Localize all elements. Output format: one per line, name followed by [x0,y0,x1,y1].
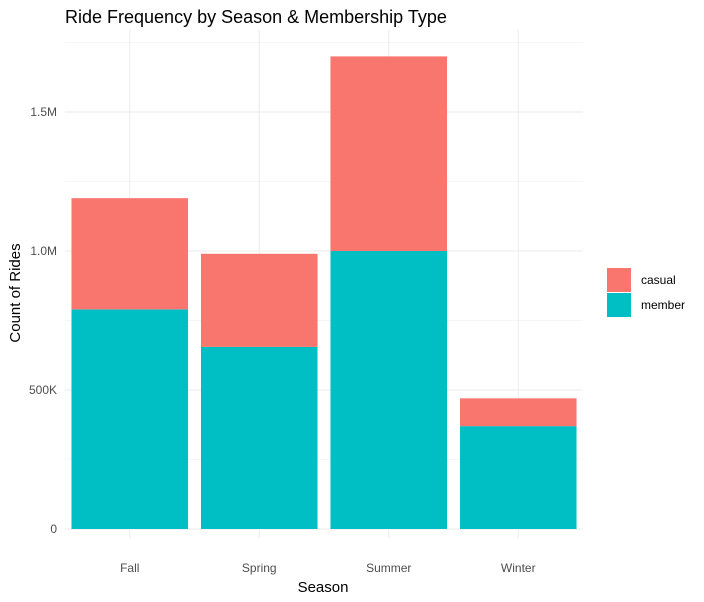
x-tick-label: Fall [120,561,139,575]
chart-title: Ride Frequency by Season & Membership Ty… [65,7,447,27]
bar-casual-winter [459,398,577,427]
y-axis-title: Count of Rides [7,243,24,342]
y-tick-label: 0 [50,522,57,536]
bars [71,56,577,529]
legend-key-member [607,293,631,317]
y-axis: 0 500K 1.0M 1.5M [29,105,57,536]
legend-label-member: member [641,298,685,312]
bar-member-summer [330,251,448,529]
x-tick-label: Summer [366,561,411,575]
y-tick-label: 1.5M [30,105,57,119]
x-tick-label: Spring [242,561,277,575]
bar-casual-spring [200,253,318,347]
bar-casual-summer [330,56,448,252]
bar-casual-fall [71,198,189,310]
legend: casual member [607,268,685,317]
x-axis: Fall Spring Summer Winter [120,561,536,575]
bar-member-fall [71,309,189,529]
bar-member-spring [200,346,318,529]
y-tick-label: 500K [29,383,57,397]
legend-label-casual: casual [641,273,676,287]
x-axis-title: Season [298,579,349,596]
bar-member-winter [459,426,577,529]
y-tick-label: 1.0M [30,244,57,258]
legend-key-casual [607,268,631,292]
x-tick-label: Winter [501,561,536,575]
